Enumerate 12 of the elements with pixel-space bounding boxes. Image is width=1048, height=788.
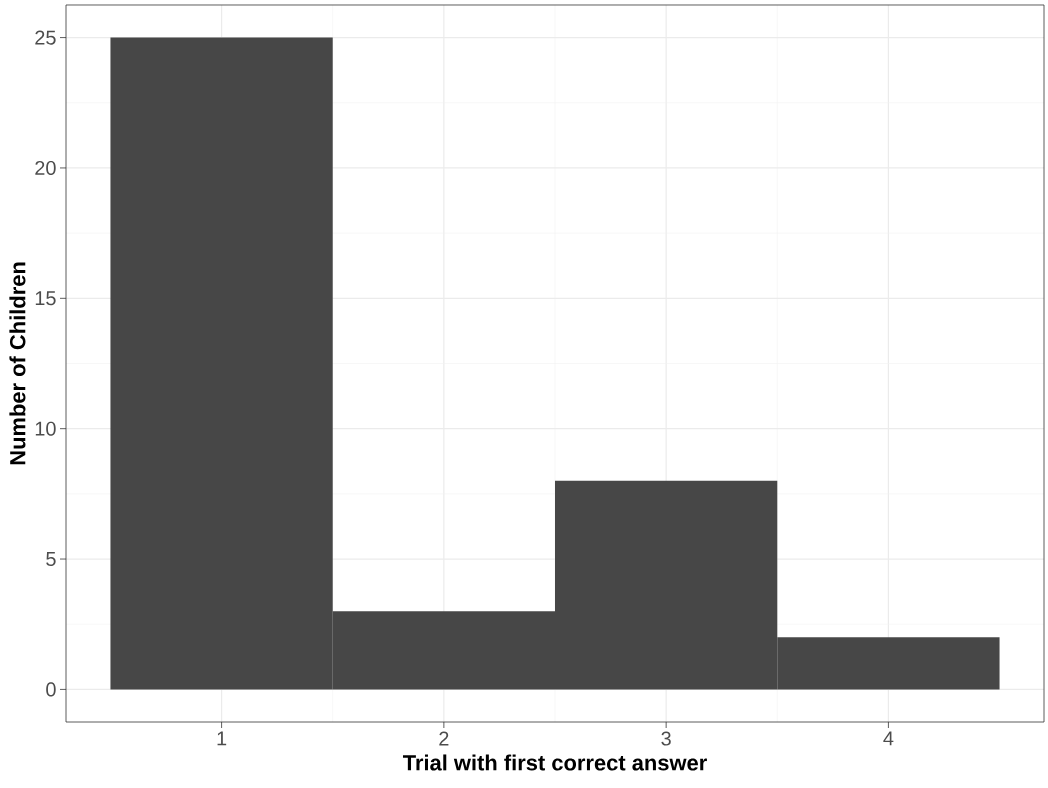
y-tick-label: 5 [46,552,56,566]
y-tick-label: 10 [35,421,56,436]
x-axis-title: Trial with first correct answer [402,754,707,771]
y-tick-label: 0 [46,682,56,697]
y-tick-label: 15 [35,291,56,306]
y-axis-title: Number of Children [9,262,26,465]
x-tick-label: 1 [217,731,227,746]
y-tick-label: 25 [35,30,56,45]
x-tick-label: 4 [883,731,894,746]
x-tick-label: 3 [661,731,671,746]
y-tick-label: 20 [35,160,56,175]
x-tick-label: 2 [439,731,449,746]
